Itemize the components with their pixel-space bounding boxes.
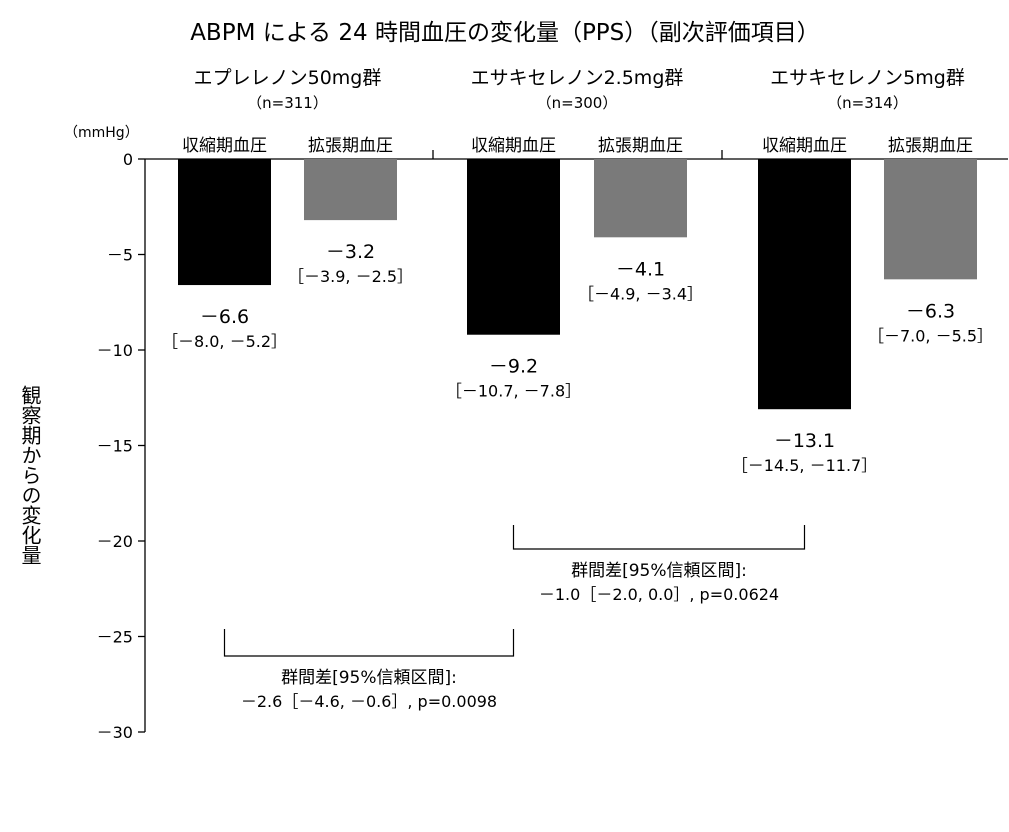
y-tick-label: －30 xyxy=(97,723,133,742)
y-tick-label: 0 xyxy=(123,150,133,169)
category-label: 収縮期血圧 xyxy=(471,136,556,156)
bar-systolic xyxy=(467,159,560,335)
chart-title: ABPM による 24 時間血圧の変化量（PPS）（副次評価項目） xyxy=(190,20,820,46)
value-label: －9.2 xyxy=(489,356,538,378)
comparison-heading: 群間差[95%信頼区間]: xyxy=(281,668,457,688)
axes: 0 －5 －10 －15 －20 －25 －30 xyxy=(97,150,1008,742)
y-tick-label: －10 xyxy=(97,341,133,360)
value-label: －6.6 xyxy=(200,306,249,328)
category-label: 拡張期血圧 xyxy=(888,136,973,156)
group-n: （n=314） xyxy=(827,94,908,112)
group-n: （n=300） xyxy=(537,94,618,112)
y-axis-unit: （mmHg） xyxy=(64,125,139,141)
group-headers: エプレレノン50mg群 （n=311） 収縮期血圧 拡張期血圧 エサキセレノン2.5mg… xyxy=(182,67,973,156)
ci-label: ［－8.0, －5.2］ xyxy=(162,332,287,351)
comparison-result: －2.6［－4.6, －0.6］, p=0.0098 xyxy=(241,692,497,711)
category-label: 拡張期血圧 xyxy=(598,136,683,156)
bar-diastolic xyxy=(884,159,977,280)
category-label: 収縮期血圧 xyxy=(182,136,267,156)
category-label: 拡張期血圧 xyxy=(308,136,393,156)
bar-labels: －6.6 ［－8.0, －5.2］ －3.2 ［－3.9, －2.5］ －9.2 ［－10… xyxy=(162,241,993,475)
group-name: エプレレノン50mg群 xyxy=(194,67,382,89)
comparison-bracket xyxy=(223,629,515,657)
ci-label: ［－7.0, －5.5］ xyxy=(868,326,993,345)
comparison-brackets: 群間差[95%信頼区間]: －1.0［－2.0, 0.0］, p=0.0624 群間… xyxy=(223,525,806,711)
ci-label: ［－4.9, －3.4］ xyxy=(578,284,703,303)
value-label: －4.1 xyxy=(616,258,665,280)
comparison-result: －1.0［－2.0, 0.0］, p=0.0624 xyxy=(539,585,779,604)
ci-label: ［－10.7, －7.8］ xyxy=(446,382,581,401)
comparison-heading: 群間差[95%信頼区間]: xyxy=(571,561,747,581)
bar-diastolic xyxy=(594,159,687,238)
ci-label: ［－3.9, －2.5］ xyxy=(288,267,413,286)
y-tick-label: －20 xyxy=(97,532,133,551)
bars xyxy=(178,159,977,410)
category-label: 収縮期血圧 xyxy=(762,136,847,156)
group-n: （n=311） xyxy=(247,94,328,112)
y-tick-label: －15 xyxy=(97,437,133,456)
value-label: －6.3 xyxy=(906,300,955,322)
bar-systolic xyxy=(758,159,851,410)
y-tick-label: －5 xyxy=(107,246,133,265)
y-tick-label: －25 xyxy=(97,628,133,647)
ci-label: ［－14.5, －11.7］ xyxy=(732,456,877,475)
group-name: エサキセレノン2.5mg群 xyxy=(471,67,684,89)
bar-diastolic xyxy=(304,159,397,221)
group-name: エサキセレノン5mg群 xyxy=(770,67,965,89)
bar-systolic xyxy=(178,159,271,286)
value-label: －13.1 xyxy=(774,430,835,452)
comparison-bracket xyxy=(512,525,806,550)
y-axis-label: 観察期からの変化量 xyxy=(18,385,42,565)
value-label: －3.2 xyxy=(326,241,375,263)
